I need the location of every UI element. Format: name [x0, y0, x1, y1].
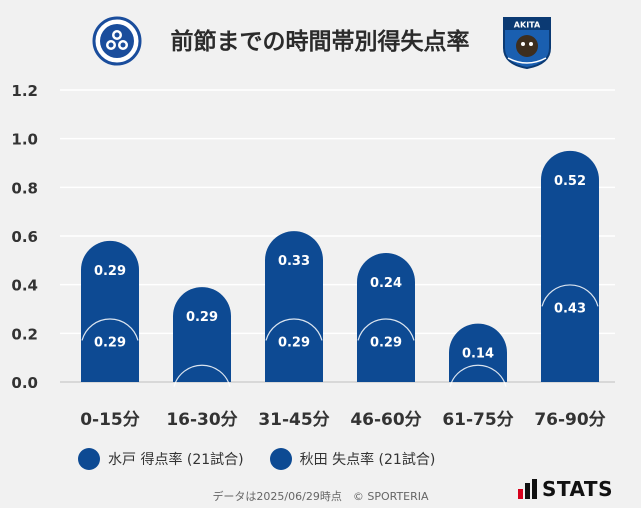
- bar-total: [265, 231, 323, 382]
- bar-value-label: 0.14: [462, 347, 494, 362]
- blaublitz-akita-logo-icon: AKITA: [503, 17, 551, 70]
- bar-total: [173, 287, 231, 382]
- stats-bars-icon: [518, 479, 537, 499]
- bar-total: [541, 150, 599, 382]
- bar-total: [449, 323, 507, 382]
- bar-segment-divider: [81, 318, 139, 341]
- y-tick-label: 0.0: [11, 374, 38, 392]
- mito-hollyhock-logo-icon: [92, 16, 142, 66]
- chart-title: 前節までの時間帯別得失点率: [170, 29, 470, 55]
- bar-segment-divider: [357, 318, 415, 341]
- legend: 水戸 得点率 (21試合) 秋田 失点率 (21試合): [78, 448, 461, 470]
- bar-value-label: 0.52: [554, 174, 586, 189]
- legend-item-akita[interactable]: 秋田 失点率 (21試合): [269, 448, 436, 470]
- y-tick-label: 0.8: [11, 179, 38, 197]
- y-tick-label: 1.0: [11, 131, 38, 149]
- bar-value-label: 0.29: [94, 264, 126, 279]
- x-tick-label: 16-30分: [166, 410, 237, 430]
- legend-label: 秋田 失点率 (21試合): [299, 452, 436, 468]
- bar-value-label: 0.29: [94, 335, 126, 350]
- x-tick-label: 61-75分: [442, 410, 513, 430]
- stats-brand-text: STATS: [542, 477, 613, 501]
- data-source-note: データは2025/06/29時点 © SPORTERIA: [212, 490, 429, 503]
- bar-segment-divider: [173, 364, 231, 387]
- bar-value-label: 0.29: [278, 335, 310, 350]
- chart-header: 前節までの時間帯別得失点率 AKITA: [0, 0, 641, 80]
- bar-total: [357, 253, 415, 382]
- bar-segment-divider: [265, 318, 323, 341]
- y-tick-label: 1.2: [11, 82, 38, 100]
- y-tick-label: 0.2: [11, 325, 38, 343]
- legend-label: 水戸 得点率 (21試合): [108, 452, 244, 468]
- bar-value-label: 0.29: [370, 335, 402, 350]
- y-tick-label: 0.6: [11, 228, 38, 246]
- x-tick-label: 46-60分: [350, 410, 421, 430]
- y-tick-label: 0.4: [11, 277, 38, 295]
- x-tick-label: 76-90分: [534, 410, 605, 430]
- bar-value-label: 0.43: [554, 301, 586, 316]
- stats-brand: STATS: [518, 477, 613, 501]
- bar-total: [81, 240, 139, 382]
- x-tick-label: 0-15分: [80, 410, 140, 430]
- bar-value-label: 0.33: [278, 254, 310, 269]
- akita-logo-text: AKITA: [514, 21, 541, 30]
- bar-segment-divider: [541, 284, 599, 307]
- legend-marker: [269, 448, 292, 470]
- bar-segment-divider: [449, 364, 507, 387]
- x-tick-label: 31-45分: [258, 410, 329, 430]
- bar-value-label: 0.29: [186, 310, 218, 325]
- bar-chart: 0.0 0.2 0.4 0.6 0.8 1.0 1.2 0.29 0.29 0-15分 0.29 16…: [11, 82, 615, 430]
- bar-value-label: 0.24: [370, 276, 402, 291]
- legend-marker: [78, 448, 100, 470]
- legend-item-mito[interactable]: 水戸 得点率 (21試合): [78, 448, 244, 470]
